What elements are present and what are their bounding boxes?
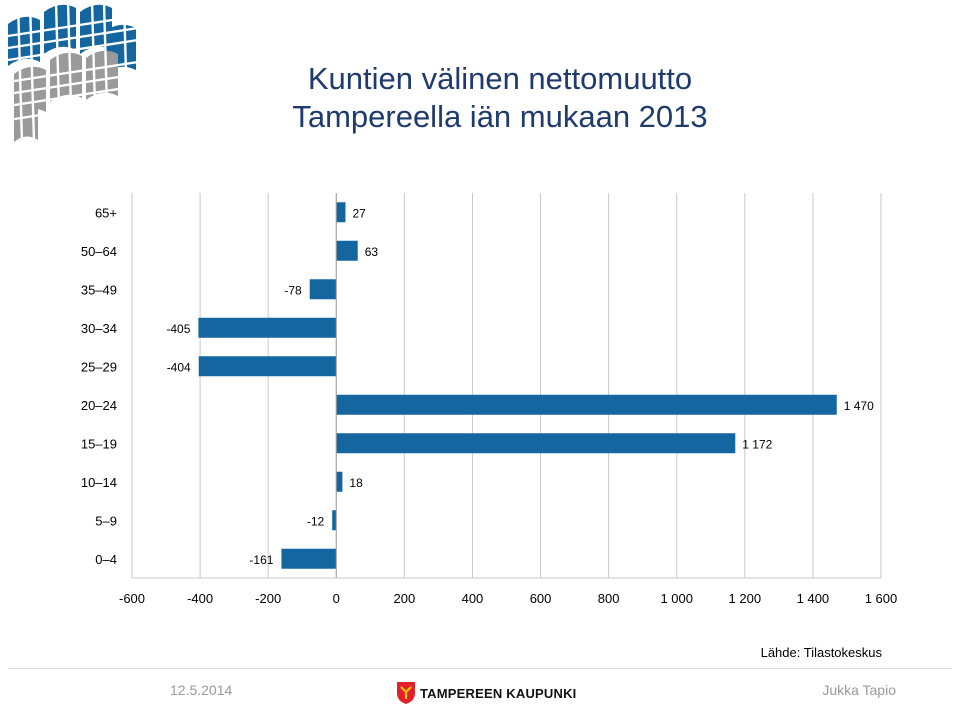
data-label: -405 [166, 322, 190, 336]
bar [198, 356, 337, 377]
footer-author: Jukka Tapio [822, 682, 896, 698]
bar [281, 548, 337, 569]
footer-divider [8, 668, 952, 669]
x-tick-label: 1 000 [660, 591, 693, 606]
category-label: 30–34 [81, 321, 117, 336]
data-label: 18 [349, 476, 363, 490]
data-label: -12 [307, 514, 325, 528]
x-tick-label: -200 [255, 591, 281, 606]
x-tick-label: 600 [530, 591, 552, 606]
bar [336, 471, 343, 492]
city-crest-icon [397, 682, 415, 704]
category-label: 65+ [95, 205, 117, 220]
category-label: 20–24 [81, 398, 117, 413]
city-name: TAMPEREEN KAUPUNKI [420, 685, 577, 701]
x-tick-label: 1 200 [729, 591, 762, 606]
data-label: 27 [352, 206, 366, 220]
category-label: 5–9 [95, 513, 117, 528]
chart-title-line-1: Kuntien välinen nettomuutto [307, 61, 693, 96]
bar [198, 317, 337, 338]
x-tick-label: 1 400 [797, 591, 830, 606]
footer-date: 12.5.2014 [170, 682, 233, 698]
x-tick-label: -400 [187, 591, 213, 606]
chart-title-line-2: Tampereella iän mukaan 2013 [292, 99, 708, 134]
logo-icon [7, 2, 139, 142]
x-tick-label: 400 [462, 591, 484, 606]
x-tick-label: 200 [394, 591, 416, 606]
bar [309, 279, 337, 300]
data-label: -161 [249, 553, 273, 567]
bar [336, 394, 837, 415]
x-tick-label: 0 [333, 591, 340, 606]
category-label: 15–19 [81, 436, 117, 451]
data-label: -78 [284, 283, 302, 297]
source-note: Lähde: Tilastokeskus [760, 645, 882, 660]
category-label: 50–64 [81, 244, 117, 259]
bar [336, 433, 736, 454]
bar [336, 240, 358, 261]
bar [332, 510, 337, 531]
data-label: 1 172 [742, 437, 772, 451]
category-label: 25–29 [81, 359, 117, 374]
city-logo: TAMPEREEN KAUPUNKI [396, 680, 576, 706]
data-label: 63 [365, 245, 379, 259]
x-tick-label: 1 600 [865, 591, 898, 606]
category-label: 10–14 [81, 475, 117, 490]
x-tick-label: 800 [598, 591, 620, 606]
data-label: 1 470 [844, 399, 874, 413]
data-label: -404 [167, 360, 191, 374]
bar [336, 202, 346, 223]
x-tick-label: -600 [119, 591, 145, 606]
category-label: 0–4 [95, 552, 117, 567]
category-label: 35–49 [81, 282, 117, 297]
